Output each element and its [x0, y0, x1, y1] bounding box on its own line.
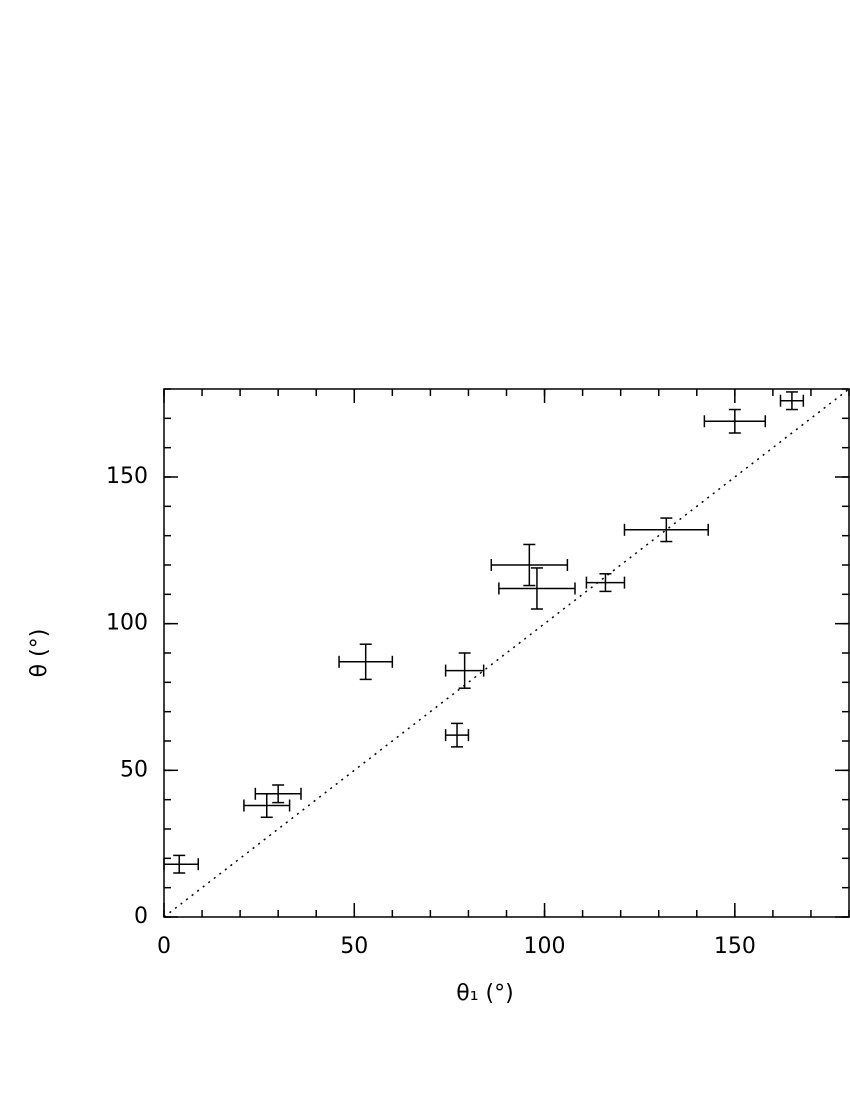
y-tick-label: 0 [134, 904, 148, 929]
y-tick-label: 150 [106, 464, 148, 489]
y-axis-label: θ (°) [27, 629, 52, 678]
identity-line [163, 388, 850, 918]
x-tick-label: 100 [524, 934, 566, 959]
y-tick-label: 100 [106, 611, 148, 636]
x-tick-label: 50 [340, 934, 368, 959]
x-axis-label: θ₁ (°) [456, 981, 513, 1006]
x-tick-label: 0 [157, 934, 171, 959]
y-tick-label: 50 [120, 757, 148, 782]
x-tick-label: 150 [714, 934, 756, 959]
